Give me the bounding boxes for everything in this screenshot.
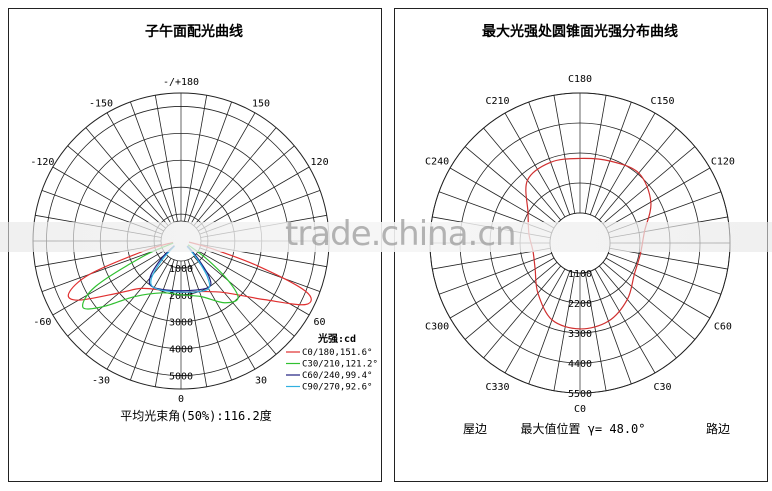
right-footer-center: 最大值位置 γ= 48.0° bbox=[520, 421, 645, 436]
radial-gridline bbox=[106, 112, 172, 224]
angle-tick-label: C300 bbox=[425, 322, 449, 333]
radial-tick-label: 1000 bbox=[169, 264, 193, 275]
legend: C0/180,151.6° C30/210,121.2°C60/240,99.4°… bbox=[286, 348, 378, 393]
legend-title: 光强:cd bbox=[317, 332, 356, 345]
angle-tick-label: C210 bbox=[485, 96, 509, 107]
right-title: 最大光强处圆锥面光强分布曲线 bbox=[482, 23, 678, 40]
radial-tick-label: 4000 bbox=[169, 345, 193, 356]
angle-tick-label: -30 bbox=[92, 376, 110, 387]
radial-gridline bbox=[154, 260, 178, 387]
radial-gridline bbox=[130, 101, 175, 223]
angle-tick-label: C150 bbox=[650, 96, 674, 107]
series-curve-1 bbox=[82, 242, 239, 310]
radial-tick-label: 1100 bbox=[568, 269, 592, 280]
radial-gridline bbox=[67, 145, 166, 229]
series-curve-3 bbox=[150, 245, 211, 293]
radial-gridline bbox=[190, 112, 256, 224]
legend-label: C60/240,99.4° bbox=[302, 371, 372, 381]
radial-tick-label: 5500 bbox=[568, 389, 592, 400]
radial-tick-label: 2000 bbox=[169, 291, 193, 302]
series-curve-2 bbox=[148, 245, 212, 292]
radial-gridline bbox=[198, 166, 310, 232]
radial-gridline bbox=[184, 95, 208, 222]
angle-tick-label: -60 bbox=[33, 317, 51, 328]
radial-gridline bbox=[67, 253, 166, 337]
radial-gridline bbox=[106, 258, 172, 370]
radial-tick-label: 3300 bbox=[568, 329, 592, 340]
left-footer: 平均光束角(50%):116.2度 bbox=[120, 408, 271, 423]
radial-tick-label: 3000 bbox=[169, 318, 193, 329]
angle-tick-label: 60 bbox=[314, 317, 326, 328]
angle-tick-label: -150 bbox=[89, 98, 113, 109]
radial-gridline bbox=[190, 258, 256, 370]
radial-gridline bbox=[52, 250, 164, 316]
radial-gridline bbox=[193, 127, 277, 226]
radial-gridline bbox=[187, 101, 232, 223]
angle-tick-label: C120 bbox=[711, 157, 735, 168]
radial-gridline bbox=[187, 259, 232, 381]
watermark: trade.china.cn bbox=[285, 214, 517, 254]
angle-tick-label: 120 bbox=[311, 157, 329, 168]
right-footer-left: 屋边 bbox=[463, 422, 487, 436]
right-footer-right: 路边 bbox=[706, 421, 730, 436]
radial-tick-label: 5000 bbox=[169, 372, 193, 383]
radial-tick-label: 4400 bbox=[568, 359, 592, 370]
radial-gridline bbox=[199, 247, 321, 292]
angle-tick-label: C30 bbox=[653, 382, 671, 393]
radial-gridline bbox=[198, 250, 310, 316]
radial-gridline bbox=[184, 260, 208, 387]
radial-gridline bbox=[41, 247, 163, 292]
angle-tick-label: C60 bbox=[714, 322, 732, 333]
radial-gridline bbox=[85, 127, 169, 226]
angle-tick-label: C330 bbox=[485, 382, 509, 393]
radial-gridline bbox=[130, 259, 175, 381]
legend-label: C90/270,92.6° bbox=[302, 383, 372, 393]
radial-gridline bbox=[154, 95, 178, 222]
left-polar-chart: 1000 2000 3000 4000 5000 -/+180 150 120 60 30 0 -30… bbox=[30, 77, 330, 405]
angle-tick-label: 0 bbox=[178, 394, 184, 405]
legend-label: C0/180,151.6° bbox=[302, 348, 372, 358]
watermark-band bbox=[0, 222, 772, 252]
angle-tick-label: 150 bbox=[252, 98, 270, 109]
angle-tick-label: -120 bbox=[30, 157, 54, 168]
series-curve-0 bbox=[525, 157, 652, 330]
left-title: 子午面配光曲线 bbox=[145, 23, 243, 40]
angle-tick-label: C240 bbox=[425, 157, 449, 168]
angle-tick-label: 30 bbox=[255, 376, 267, 387]
angle-tick-label: C0 bbox=[574, 404, 586, 415]
radial-tick-label: 2200 bbox=[568, 299, 592, 310]
radial-gridline bbox=[196, 253, 295, 337]
legend-label: C30/210,121.2° bbox=[302, 360, 378, 370]
angle-tick-label: C180 bbox=[568, 74, 592, 85]
radial-gridline bbox=[52, 166, 164, 232]
angle-tick-label: -/+180 bbox=[163, 77, 199, 88]
radial-gridline bbox=[196, 145, 295, 229]
